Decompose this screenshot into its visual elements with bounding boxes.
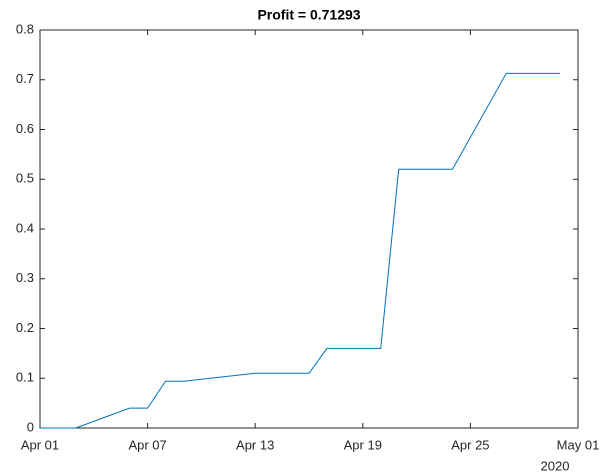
x-tick-label: Apr 13 [236, 437, 274, 452]
x-tick-label: May 01 [557, 437, 600, 452]
x-tick-label: Apr 19 [344, 437, 382, 452]
chart-title: Profit = 0.71293 [257, 7, 360, 23]
x-tick-label: Apr 01 [21, 437, 59, 452]
y-tick-label: 0.5 [16, 171, 34, 186]
x-tick-label: Apr 25 [451, 437, 489, 452]
y-tick-label: 0.1 [16, 370, 34, 385]
line-series [40, 72, 561, 429]
y-tick-label: 0.6 [16, 121, 34, 136]
y-tick-label: 0.7 [16, 71, 34, 86]
y-tick-label: 0.3 [16, 270, 34, 285]
y-tick-label: 0.2 [16, 320, 34, 335]
y-tick-label: 0.8 [16, 21, 34, 36]
y-tick-label: 0.4 [16, 220, 34, 235]
x-year-label: 2020 [541, 458, 570, 473]
y-tick-label: 0 [27, 419, 34, 434]
x-tick-label: Apr 07 [128, 437, 166, 452]
